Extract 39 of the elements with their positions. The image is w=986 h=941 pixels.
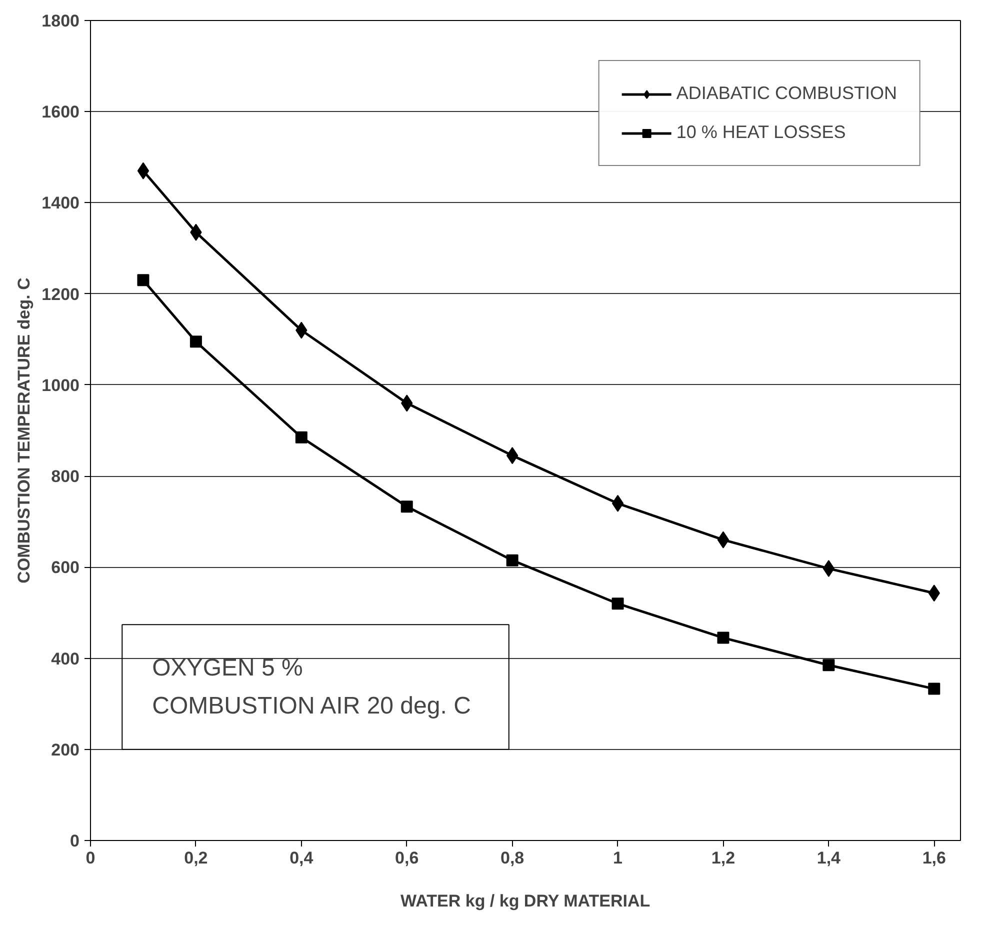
legend-label: ADIABATIC COMBUSTION: [676, 83, 897, 104]
y-axis-title: COMBUSTION TEMPERATURE deg. C: [14, 278, 34, 584]
x-tick-label: 1: [613, 848, 623, 868]
point: [506, 554, 518, 566]
point: [506, 447, 518, 464]
y-tick-label: 1800: [42, 12, 80, 30]
y-tick-label: 1400: [42, 194, 80, 213]
point: [295, 431, 308, 444]
y-tick-label: 0: [70, 832, 80, 850]
legend-label: 10 % HEAT LOSSES: [676, 122, 846, 143]
y-tick-label: 800: [51, 467, 80, 486]
point: [928, 682, 940, 695]
point: [717, 531, 730, 548]
annotation: COMBUSTION AIR 20 deg. C: [152, 692, 471, 720]
y-tick-label: 600: [51, 558, 80, 578]
y-tick-label: 400: [51, 649, 80, 668]
y-tick-label: 1000: [42, 376, 80, 395]
x-tick-label: 0,4: [290, 848, 314, 868]
x-tick-label: 0,6: [395, 848, 419, 868]
point: [717, 632, 730, 644]
x-tick-label: 0,8: [500, 848, 524, 868]
point: [400, 500, 413, 513]
x-tick-label: 0: [86, 848, 96, 868]
point: [190, 336, 202, 348]
point: [822, 560, 835, 578]
x-axis-title: WATER kg / kg DRY MATERIAL: [400, 892, 650, 910]
x-tick-label: 1,4: [816, 848, 842, 868]
point: [822, 659, 835, 672]
x-tick-label: 1,6: [922, 848, 946, 868]
point: [612, 598, 624, 610]
point: [612, 494, 624, 512]
y-tick-label: 1200: [42, 284, 80, 304]
x-tick-label: 1,2: [711, 848, 736, 868]
point: [137, 274, 150, 286]
y-tick-label: 200: [51, 740, 80, 760]
point: [137, 162, 150, 180]
x-tick-label: 0,2: [184, 848, 208, 868]
annotation: OXYGEN 5 %: [152, 654, 303, 682]
y-tick-label: 1600: [42, 102, 80, 122]
